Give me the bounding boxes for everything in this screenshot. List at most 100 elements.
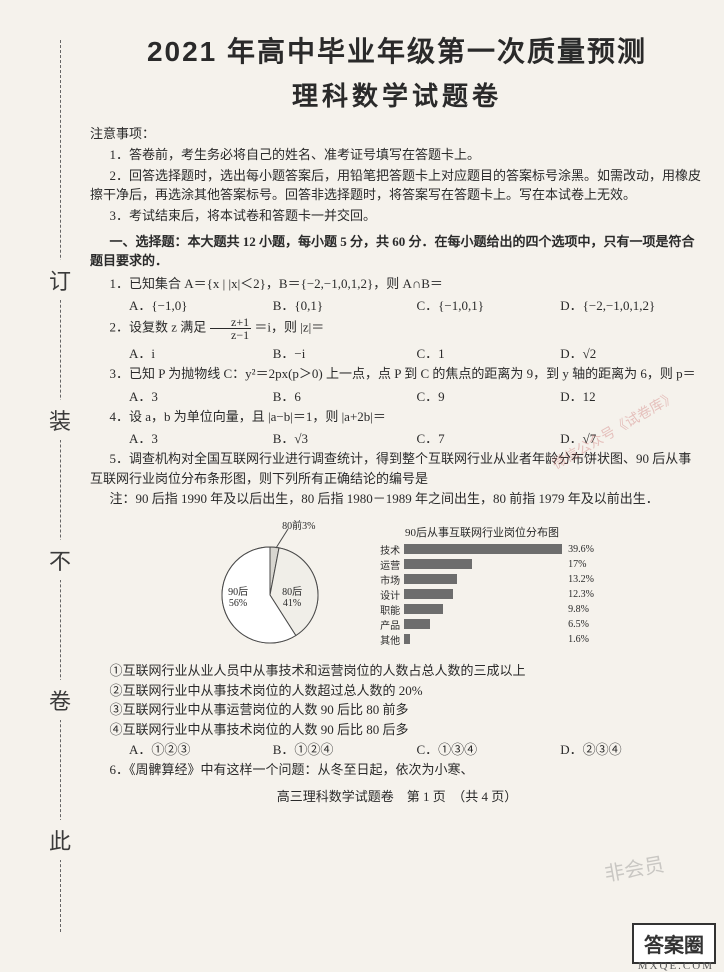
question-3-options: A．3 B．6 C．9 D．12 <box>90 386 704 405</box>
question-6: 6．《周髀算经》中有这样一个问题：从冬至日起，依次为小寒、 <box>90 760 704 780</box>
bar-row: 产品 6.5% <box>370 617 594 632</box>
bar-chart-title: 90后从事互联网行业岗位分布图 <box>370 524 594 540</box>
option: A．i <box>129 343 273 362</box>
corner-badge: 答案圈 <box>632 923 716 964</box>
option: C．{−1,0,1} <box>417 295 561 314</box>
bar-label: 产品 <box>370 617 404 632</box>
question-5: 5．调查机构对全国互联网行业进行调查统计，得到整个互联网行业从业者年龄分布饼状图… <box>90 449 704 488</box>
bar-row: 市场 13.2% <box>370 572 594 587</box>
bar-row: 技术39.6% <box>370 542 594 557</box>
bar-fill <box>404 589 453 599</box>
watermark-member: 非会员 <box>602 848 666 887</box>
binding-dashed-line <box>60 40 61 932</box>
pie-label-80: 80后 41% <box>282 583 302 609</box>
notice-item: 3．考试结束后，将本试卷和答题卡一并交回。 <box>90 207 704 226</box>
corner-url: MXQE.COM <box>638 960 714 972</box>
bar-chart: 90后从事互联网行业岗位分布图 技术39.6%运营 17% 市场 13.2% 设计 12.… <box>370 524 594 647</box>
bar-row: 运营 17% <box>370 557 594 572</box>
binding-char: 此 <box>49 820 71 860</box>
bar-fill <box>404 619 430 629</box>
question-4: 4．设 a，b 为单位向量，且 |a−b|＝1，则 |a+2b|＝ <box>90 407 704 427</box>
bar-rows: 技术39.6%运营 17% 市场 13.2% 设计 12.3% 职能 9.8% 产品 6.5% 其他… <box>370 542 594 647</box>
statement: ④互联网行业中从事技术岗位的人数 90 后比 80 后多 <box>110 720 705 740</box>
bar-track <box>404 589 564 599</box>
binding-char: 订 <box>49 260 71 300</box>
bar-track <box>404 619 564 629</box>
bar-label: 技术 <box>370 542 404 557</box>
binding-char: 装 <box>49 400 71 440</box>
bar-value: 12.3% <box>564 589 594 600</box>
binding-margin: 此 卷 不 装 订 <box>40 0 80 972</box>
option: A．3 <box>129 428 273 447</box>
bar-track <box>404 604 564 614</box>
charts-row: 80前3% 90后 56% 80后 41% 90后从事互联网行业岗位分布图 技术… <box>90 515 704 655</box>
bar-label: 职能 <box>370 602 404 617</box>
bar-label: 设计 <box>370 587 404 602</box>
binding-char: 不 <box>49 540 71 580</box>
option: D．②③④ <box>560 739 704 758</box>
bar-label: 市场 <box>370 572 404 587</box>
question-3: 3．已知 P 为抛物线 C：y²＝2px(p＞0) 上一点，点 P 到 C 的焦… <box>90 364 704 384</box>
option: B．−i <box>273 343 417 362</box>
exam-page: 此 卷 不 装 订 2021 年高中毕业年级第一次质量预测 理科数学试题卷 注意… <box>0 0 724 972</box>
bar-track <box>404 634 564 644</box>
bar-label: 运营 <box>370 557 404 572</box>
statement: ③互联网行业中从事运营岗位的人数 90 后比 80 前多 <box>110 700 705 720</box>
option: C．7 <box>417 428 561 447</box>
bar-track <box>404 574 564 584</box>
bar-track <box>404 544 564 554</box>
option: B．①②④ <box>273 739 417 758</box>
option: B．{0,1} <box>273 295 417 314</box>
pie-chart: 80前3% 90后 56% 80后 41% <box>200 515 340 655</box>
bar-row: 其他 1.6% <box>370 632 594 647</box>
question-4-options: A．3 B．√3 C．7 D．√7 <box>90 428 704 447</box>
bar-value: 17% <box>564 559 586 570</box>
statement: ①互联网行业从业人员中从事技术和运营岗位的人数占总人数的三成以上 <box>110 661 705 681</box>
bar-label: 其他 <box>370 632 404 647</box>
page-subtitle: 理科数学试题卷 <box>90 76 704 113</box>
option: A．{−1,0} <box>129 295 273 314</box>
bar-fill <box>404 574 457 584</box>
bar-fill <box>404 559 472 569</box>
option: A．①②③ <box>129 739 273 758</box>
bar-track <box>404 559 564 569</box>
option: A．3 <box>129 386 273 405</box>
bar-fill <box>404 634 410 644</box>
question-2: 2．设复数 z 满足 z+1 z−1 ＝i，则 |z|＝ <box>90 316 704 341</box>
option: D．{−2,−1,0,1,2} <box>560 295 704 314</box>
question-1-options: A．{−1,0} B．{0,1} C．{−1,0,1} D．{−2,−1,0,1… <box>90 295 704 314</box>
binding-char: 卷 <box>49 680 71 720</box>
page-title: 2021 年高中毕业年级第一次质量预测 <box>90 30 704 70</box>
notice-item: 1．答卷前，考生务必将自己的姓名、准考证号填写在答题卡上。 <box>90 146 704 165</box>
section-heading: 一、选择题：本大题共 12 小题，每小题 5 分，共 60 分．在每小题给出的四… <box>90 233 704 269</box>
bar-value: 1.6% <box>564 634 589 645</box>
pie-label-pre80: 80前3% <box>282 517 315 532</box>
pie-svg <box>200 515 340 655</box>
denominator: z−1 <box>210 329 252 341</box>
bar-fill <box>404 604 443 614</box>
pie-label-90: 90后 56% <box>228 583 248 609</box>
option: C．①③④ <box>417 739 561 758</box>
page-footer: 高三理科数学试题卷 第 1 页 （共 4 页） <box>90 786 704 805</box>
bar-value: 9.8% <box>564 604 589 615</box>
question-5-note: 注：90 后指 1990 年及以后出生，80 后指 1980－1989 年之间出… <box>90 490 704 509</box>
option: C．9 <box>417 386 561 405</box>
option: D．√2 <box>560 343 704 362</box>
option: B．√3 <box>273 428 417 447</box>
option: C．1 <box>417 343 561 362</box>
question-2-options: A．i B．−i C．1 D．√2 <box>90 343 704 362</box>
notice-item: 2．回答选择题时，选出每小题答案后，用铅笔把答题卡上对应题目的答案标号涂黑。如需… <box>90 167 704 205</box>
bar-row: 设计 12.3% <box>370 587 594 602</box>
option: B．6 <box>273 386 417 405</box>
bar-fill <box>404 544 562 554</box>
question-1: 1．已知集合 A＝{x | |x|＜2}，B＝{−2,−1,0,1,2}，则 A… <box>90 274 704 294</box>
option: D．12 <box>560 386 704 405</box>
bar-value: 6.5% <box>564 619 589 630</box>
option: D．√7 <box>560 428 704 447</box>
statement: ②互联网行业中从事技术岗位的人数超过总人数的 20% <box>110 681 705 701</box>
bar-value: 13.2% <box>564 574 594 585</box>
notice-heading: 注意事项： <box>90 123 704 142</box>
fraction: z+1 z−1 <box>210 316 252 341</box>
q2-post: ＝i，则 |z|＝ <box>254 320 324 335</box>
q2-pre: 2．设复数 z 满足 <box>110 320 210 335</box>
